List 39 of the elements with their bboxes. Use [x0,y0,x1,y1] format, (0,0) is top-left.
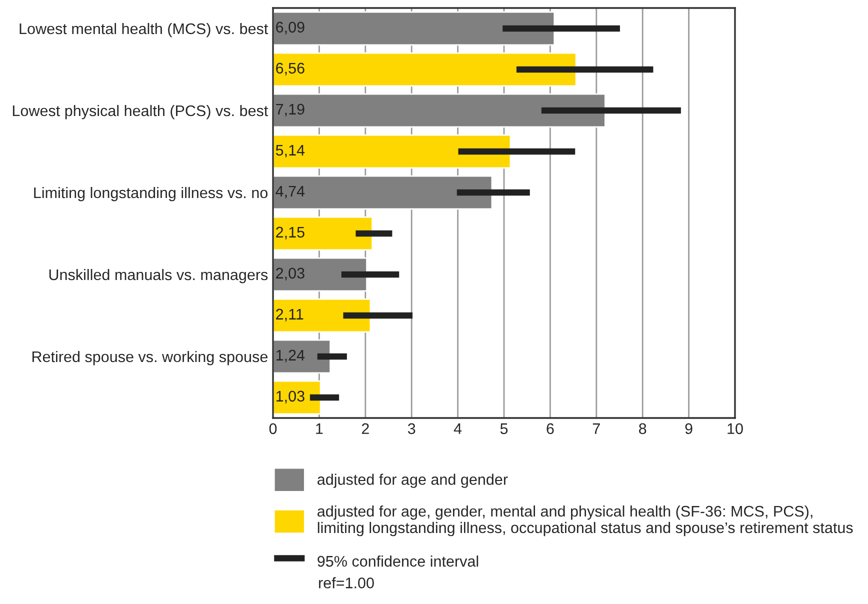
text: ref=1.00 [319,577,374,588]
bar [273,134,512,169]
x-tick-label: 8 [639,423,646,434]
bar [273,175,493,210]
bar [273,11,556,46]
legend-label: adjusted for age, gender, mental and physical health (SF-36: MCS, PCS), limiting longstanding illness, occupational status and spouse’s retirement status [318,505,853,536]
data-label: 6,56 [276,62,304,76]
bar [273,257,368,292]
y-tick-label: Lowest physical health (PCS) vs. best [12,104,268,120]
bar [273,298,372,333]
y-tick-label: Unskilled manuals vs. managers [49,268,268,284]
data-label: 2,11 [276,308,304,322]
data-label: 1,24 [276,350,305,362]
y-tick-label: Retired spouse vs. working spouse [32,350,268,366]
data-label: 2,03 [276,268,304,280]
x-tick-label: 3 [408,423,416,434]
x-tick-label: 10 [728,423,743,434]
x-tick-label: 1 [316,423,323,434]
bar [273,93,606,128]
x-tick-label: 2 [362,423,369,434]
x-tick-label: 5 [500,423,508,434]
bar [273,339,331,374]
legend-label: adjusted for age and gender [318,474,508,488]
x-tick-label: 6 [546,423,554,434]
data-label: 7,19 [276,104,304,116]
x-tick-label: 9 [685,423,692,434]
x-tick-label: 4 [454,423,462,434]
bar [273,216,374,251]
x-tick-label: 0 [269,423,277,434]
data-label: 5,14 [276,144,305,158]
bar [273,52,577,87]
data-label: 6,09 [276,22,304,34]
y-tick-label: Limiting longstanding illness vs. no [34,186,268,202]
text: 95% confidence interval [318,555,478,567]
data-label: 2,15 [276,226,304,240]
x-tick-label: 7 [592,423,600,434]
y-tick-label: Lowest mental health (MCS) vs. best [20,22,268,38]
data-label: 4,74 [276,186,305,198]
data-label: 1,03 [276,390,304,404]
